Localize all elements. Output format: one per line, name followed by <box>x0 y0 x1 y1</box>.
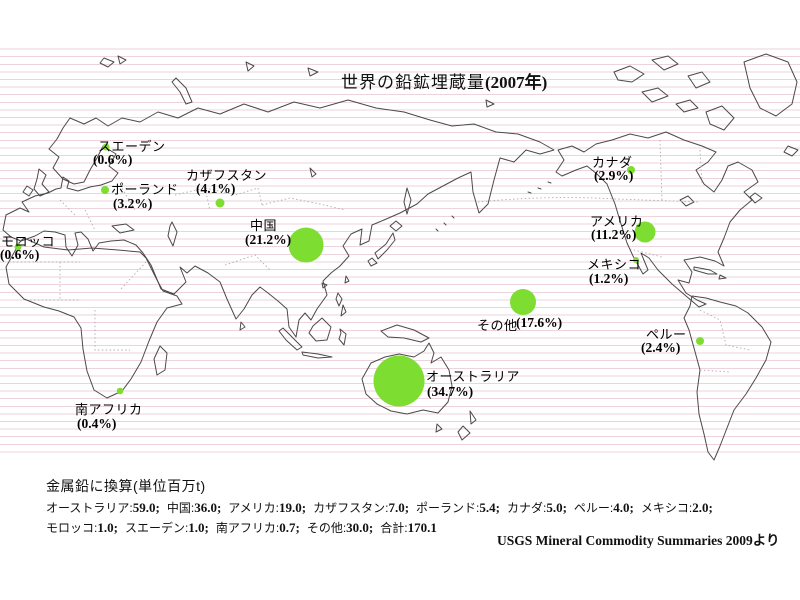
footer-entry-その他: その他:30.0; <box>306 520 374 535</box>
china-name-label: 中国 <box>250 218 278 233</box>
usa-name-label: アメリカ <box>590 214 644 229</box>
footer-entry-スエーデン: スエーデン:1.0; <box>124 520 209 535</box>
bubble-sweden <box>102 143 110 151</box>
australia-pct-label: (34.7%) <box>427 384 474 399</box>
bubble-others <box>510 289 536 315</box>
mexico-pct-label: (1.2%) <box>589 271 629 286</box>
canada-name-label: カナダ <box>592 155 633 170</box>
page-title: 世界の鉛鉱埋蔵量(2007年) <box>341 68 547 93</box>
footer-block: 金属鉛に換算(単位百万t) オーストラリア:59.0; 中国:36.0; アメリカ:… <box>46 476 776 536</box>
footer-entry-モロッコ: モロッコ:1.0; <box>46 520 118 535</box>
bubble-china <box>288 227 324 263</box>
mexico-name-label: メキシコ <box>587 257 642 272</box>
others-pct-label: (17.6%) <box>516 315 563 330</box>
bubble-australia <box>373 355 425 407</box>
title-main: 世界の鉛鉱埋蔵量 <box>341 73 485 92</box>
poland-name-label: ポーランド <box>111 182 179 197</box>
footer-entry-南アフリカ: 南アフリカ:0.7; <box>215 520 300 535</box>
sweden-name-label: スエーデン <box>98 139 166 154</box>
canada-pct-label: (2.9%) <box>594 168 634 183</box>
footer-entry-メキシコ: メキシコ:2.0; <box>640 500 713 515</box>
reserve-bubbles <box>14 143 704 407</box>
china-pct-label: (21.2%) <box>245 232 292 247</box>
footer-entry-ペルー: ペルー:4.0; <box>573 500 634 515</box>
australia-name-label: オーストラリア <box>426 369 520 384</box>
footer-entry-中国: 中国:36.0; <box>166 500 222 515</box>
usa-pct-label: (11.2%) <box>591 227 637 242</box>
source-suffix: より <box>752 533 780 548</box>
footer-entry-オーストラリア: オーストラリア:59.0; <box>46 500 160 515</box>
footer-entry-カナダ: カナダ:5.0; <box>506 500 567 515</box>
footer-entry-ポーランド: ポーランド:5.4; <box>416 500 500 515</box>
country-borders-dotted <box>9 139 751 373</box>
bubble-south-africa <box>116 387 124 395</box>
data-line-2: モロッコ:1.0; スエーデン:1.0; 南アフリカ:0.7; その他:30.0; 合計… <box>46 519 776 536</box>
footer-entry-カザフスタン: カザフスタン:7.0; <box>313 500 410 515</box>
bubble-morocco <box>14 243 22 251</box>
data-line-1: オーストラリア:59.0; 中国:36.0; アメリカ:19.0; カザフスタン:7.… <box>46 499 776 516</box>
bubble-kazakhstan <box>215 198 225 208</box>
peru-name-label: ペルー <box>646 327 687 342</box>
south-africa-name-label: 南アフリカ <box>75 402 143 417</box>
bubble-canada <box>627 166 635 174</box>
unit-note: 金属鉛に換算(単位百万t) <box>46 478 206 494</box>
continent-outlines <box>2 53 799 461</box>
kazakhstan-pct-label: (4.1%) <box>196 181 236 196</box>
peru-pct-label: (2.4%) <box>641 340 681 355</box>
bubble-peru <box>696 337 704 345</box>
kazakhstan-name-label: カザフスタン <box>186 168 268 183</box>
others-name-label: その他 <box>477 318 518 333</box>
poland-pct-label: (3.2%) <box>113 196 153 211</box>
bubble-poland <box>101 186 109 194</box>
source-citation: USGS Mineral Commodity Summaries 2009より <box>497 529 779 549</box>
bubble-usa <box>634 221 656 243</box>
footer-entry-アメリカ: アメリカ:19.0; <box>228 500 307 515</box>
title-year: (2007年) <box>485 73 548 92</box>
bubble-mexico <box>633 257 639 263</box>
south-africa-pct-label: (0.4%) <box>77 416 117 431</box>
morocco-pct-label: (0.6%) <box>0 247 40 262</box>
sweden-pct-label: (0.6%) <box>93 152 133 167</box>
morocco-name-label: モロッコ <box>1 234 56 249</box>
source-text: USGS Mineral Commodity Summaries 2009 <box>497 533 753 548</box>
footer-entry-合計: 合計:170.1 <box>380 520 437 535</box>
